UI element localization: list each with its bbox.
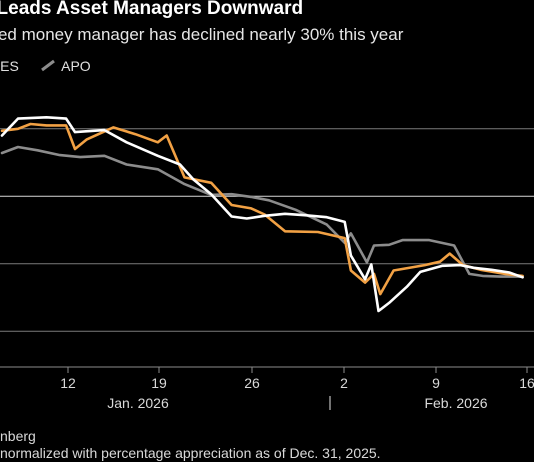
chart-footer: nberg normalized with percentage appreci… bbox=[0, 428, 534, 462]
series-line-res bbox=[0, 122, 524, 296]
month-label-0: Jan. 2026 bbox=[107, 395, 169, 411]
normalization-note: normalized with percentage appreciation … bbox=[0, 445, 381, 461]
source-note: nberg bbox=[0, 428, 36, 444]
legend-item-apo: APO bbox=[40, 58, 91, 74]
chart-subtitle: used money manager has declined nearly 3… bbox=[0, 25, 404, 44]
legend-label-res: RES bbox=[0, 58, 19, 74]
x-tick-label-5: 16 bbox=[519, 375, 534, 391]
legend-swatch-apo bbox=[41, 59, 55, 72]
x-tick-label-0: 12 bbox=[60, 375, 76, 391]
month-label-1: Feb. 2026 bbox=[424, 395, 487, 411]
legend-label-apo: APO bbox=[61, 58, 91, 74]
x-tick-label-4: 9 bbox=[432, 375, 440, 391]
chart-title: l Leads Asset Managers Downward bbox=[0, 0, 304, 19]
legend: RES APO bbox=[0, 58, 534, 80]
x-tick-label-1: 19 bbox=[151, 375, 167, 391]
series-line-apo bbox=[0, 145, 524, 278]
legend-item-res: RES bbox=[0, 58, 19, 74]
legend-swatch-apo-line bbox=[41, 59, 55, 72]
x-tick-label-2: 26 bbox=[244, 375, 260, 391]
series-line-main bbox=[0, 116, 524, 313]
x-tick-label-3: 2 bbox=[340, 375, 348, 391]
